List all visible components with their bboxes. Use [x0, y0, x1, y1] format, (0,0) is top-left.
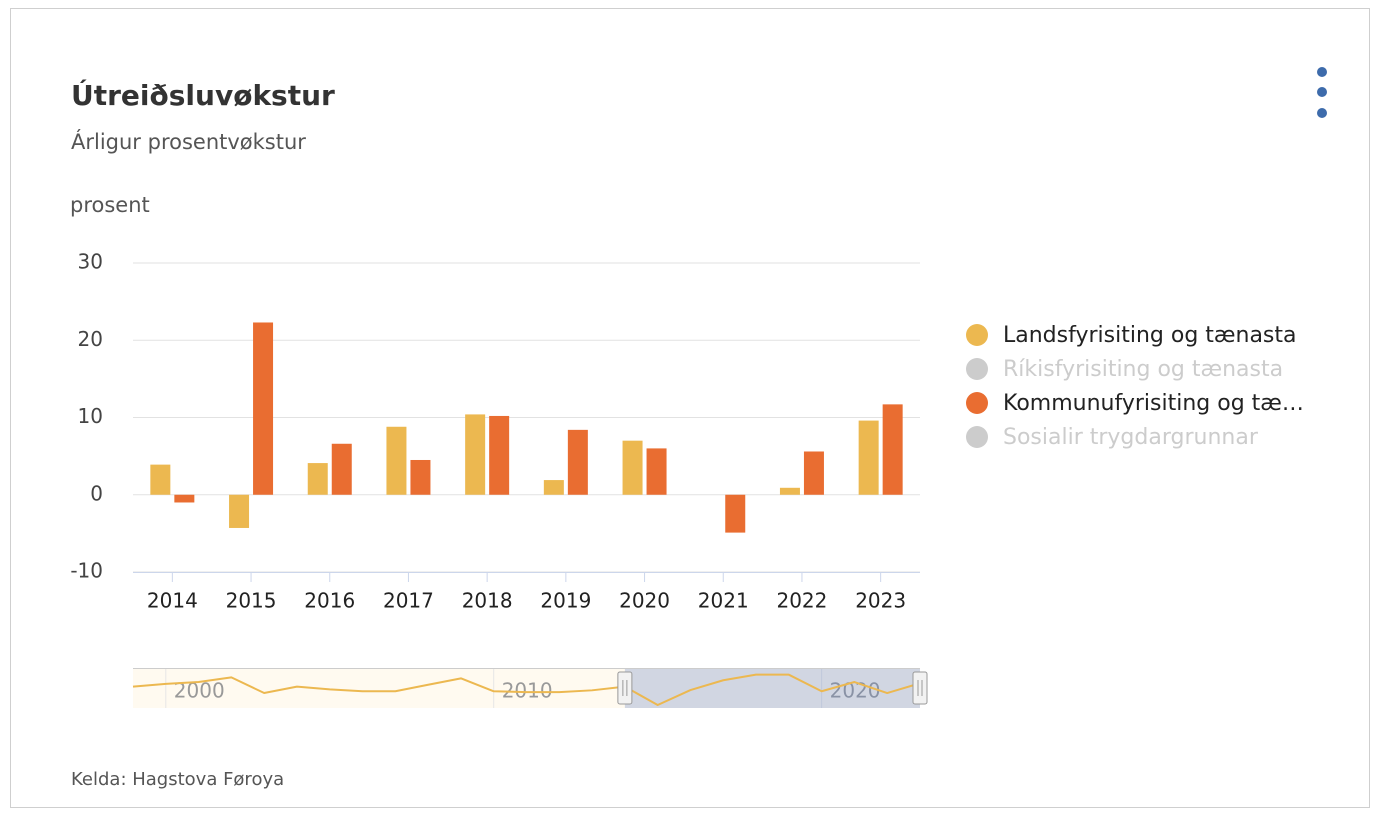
menu-dot	[1317, 108, 1327, 118]
menu-dot	[1317, 67, 1327, 77]
chart-title: Útreiðsluvøkstur	[71, 78, 335, 112]
bar	[307, 463, 328, 495]
y-axis-label: prosent	[70, 193, 150, 217]
legend-marker	[966, 358, 988, 380]
legend-label: Kommunufyrisiting og tæ…	[1003, 391, 1304, 416]
bar	[489, 415, 510, 495]
x-tick-label: 2015	[226, 589, 277, 613]
bar	[882, 404, 903, 495]
y-tick-label: 10	[78, 404, 103, 428]
legend-marker	[966, 324, 988, 346]
bar	[229, 494, 250, 528]
bar	[779, 487, 800, 495]
y-tick-label: -10	[70, 559, 103, 583]
navigator-tick-label: 2010	[502, 679, 553, 703]
bar	[543, 480, 564, 495]
bar	[150, 464, 171, 495]
navigator-handle[interactable]	[617, 671, 633, 705]
bar	[465, 414, 486, 495]
x-tick-label: 2022	[776, 589, 827, 613]
x-tick-label: 2018	[462, 589, 513, 613]
bar	[253, 322, 274, 495]
source: Kelda: Hagstova Føroya	[71, 769, 284, 790]
x-tick-label: 2021	[698, 589, 749, 613]
x-tick-label: 2016	[304, 589, 355, 613]
bar	[386, 426, 407, 495]
legend-label: Sosialir trygdargrunnar	[1003, 425, 1259, 450]
x-tick-label: 2019	[540, 589, 591, 613]
navigator-handle[interactable]	[912, 671, 928, 705]
menu-button[interactable]	[1317, 67, 1327, 118]
x-tick-label: 2023	[855, 589, 906, 613]
bar	[725, 494, 746, 533]
handle-body	[617, 671, 633, 705]
bar	[646, 448, 667, 495]
y-tick-label: 20	[78, 327, 103, 351]
y-tick-label: 0	[90, 481, 103, 505]
bar	[858, 420, 879, 495]
bar	[803, 451, 824, 495]
menu-dot	[1317, 87, 1327, 97]
x-tick-label: 2017	[383, 589, 434, 613]
x-tick-label: 2014	[147, 589, 198, 613]
bar	[331, 443, 352, 495]
chart-subtitle: Árligur prosentvøkstur	[71, 129, 306, 154]
legend-marker	[966, 392, 988, 414]
y-tick-label: 30	[78, 250, 103, 274]
bar	[567, 429, 588, 495]
legend-label: Landsfyrisiting og tænasta	[1003, 323, 1297, 348]
legend-marker	[966, 426, 988, 448]
legend-label: Ríkisfyrisiting og tænasta	[1003, 357, 1283, 382]
bar	[410, 459, 431, 495]
bar	[622, 440, 643, 495]
bar	[174, 494, 195, 503]
navigator-line	[132, 673, 921, 706]
handle-body	[912, 671, 928, 705]
x-tick-label: 2020	[619, 589, 670, 613]
